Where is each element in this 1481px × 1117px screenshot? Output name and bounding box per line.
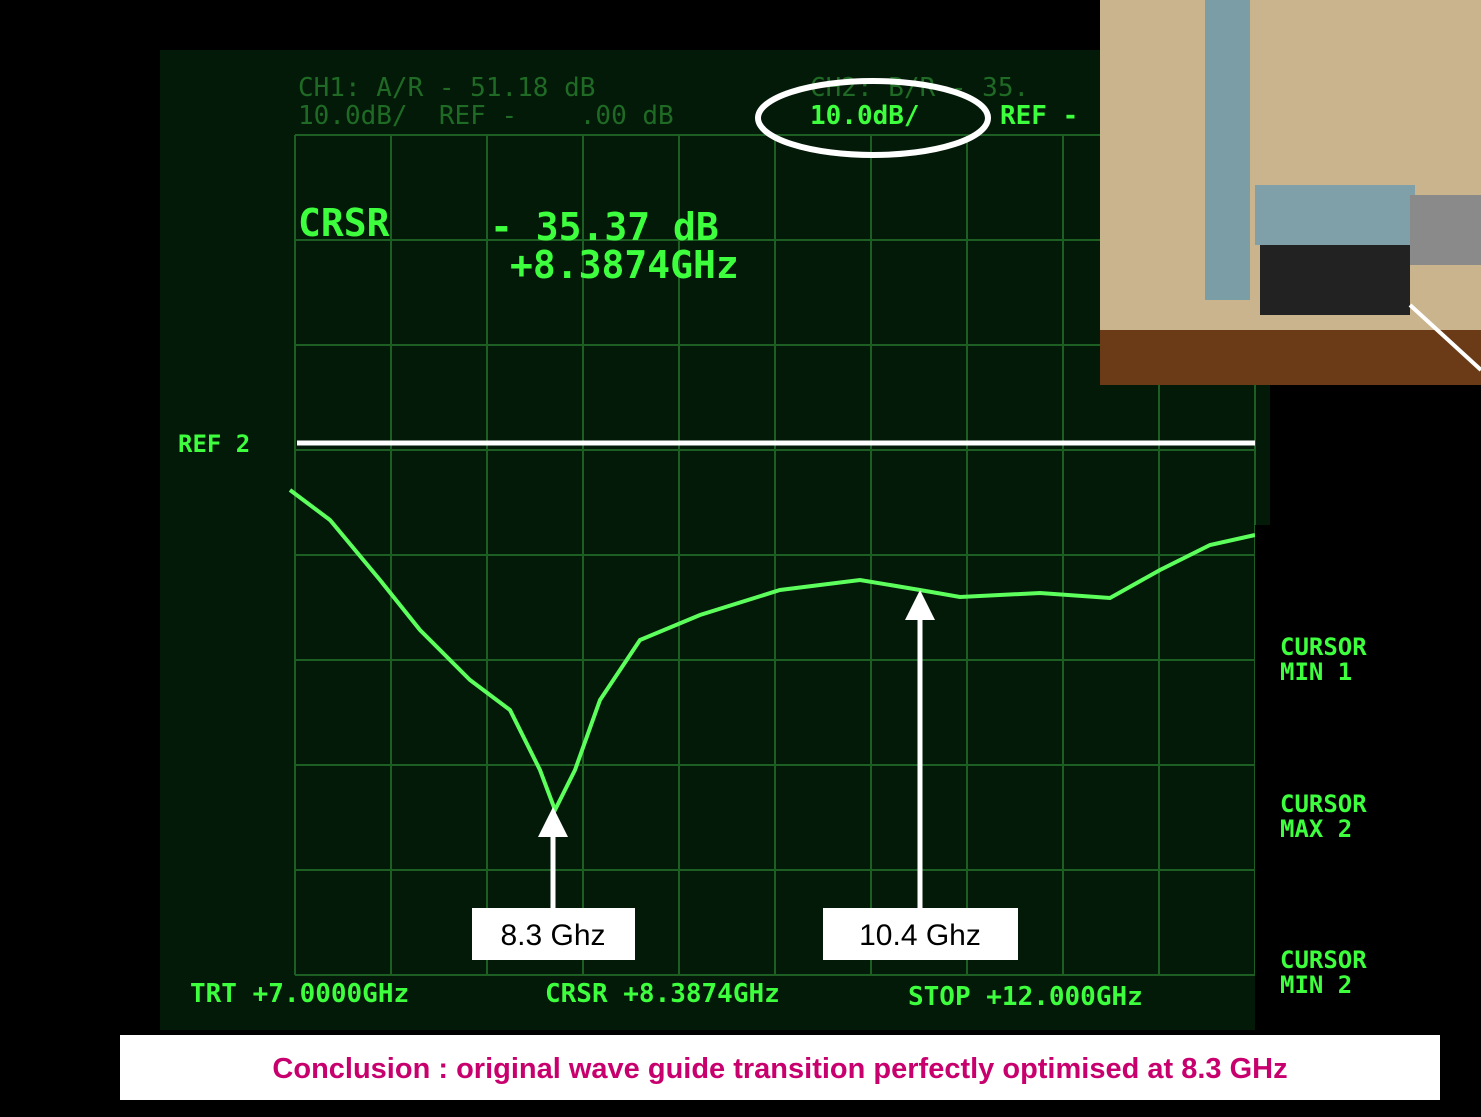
softkey: MIN 2 [1280,971,1352,999]
highlight-ellipse [755,78,991,158]
footer-start: TRT +7.0000GHz [190,979,409,1009]
annotation: 8.3 Ghz [500,919,605,952]
footer-stop: STOP +12.000GHz [908,982,1143,1012]
label-box [823,908,1018,960]
cursor-freq: +8.3874GHz [510,243,739,287]
softkeys: CURSOR MIN 1 CURSOR MAX 2 CURSOR MIN 2 [1280,633,1367,999]
footer-cursor: CRSR +8.3874GHz [545,979,780,1009]
cursor-level: - 35.37 dB [490,205,719,249]
softkey: MIN 1 [1280,658,1352,686]
ch2-scale: 10.0dB/ [810,101,920,131]
softkey: MAX 2 [1280,815,1352,843]
ch2-header: CH2: B/R - 35. [810,73,1029,103]
ch2-ref: REF - [1000,101,1078,131]
trace [288,488,1256,815]
ch1-scale: 10.0dB/ REF - .00 dB [298,101,674,131]
cursor-label: CRSR [298,201,390,245]
softkey-panel [1255,525,1481,1030]
photo-inset [1100,0,1481,385]
annotation: 10.4 Ghz [859,919,981,952]
softkey: CURSOR [1280,946,1367,974]
softkey: CURSOR [1280,790,1367,818]
softkey: CURSOR [1280,633,1367,661]
conclusion-box [120,1035,1440,1100]
label-box [472,908,635,960]
conclusion: Conclusion : original wave guide transit… [272,1053,1287,1085]
ref-label: REF 2 [178,430,250,458]
ch1-header: CH1: A/R - 51.18 dB [298,73,595,103]
